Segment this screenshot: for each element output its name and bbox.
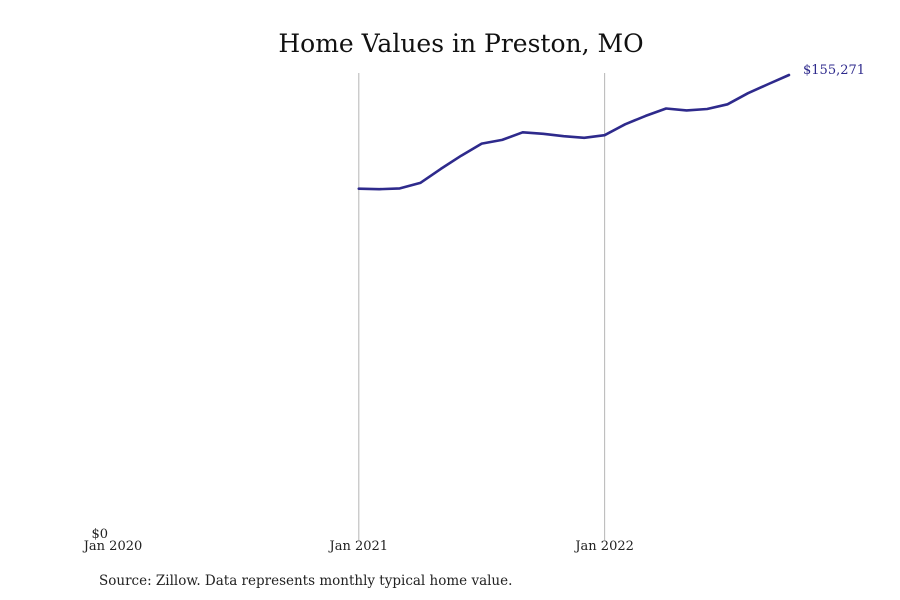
series-layer: $155,271 xyxy=(357,63,865,191)
grid-lines xyxy=(358,73,606,540)
y-tick-label: $0 xyxy=(91,527,108,542)
x-tick-label: Jan 2021 xyxy=(328,539,389,554)
series-line xyxy=(357,73,791,191)
source-note: Source: Zillow. Data represents monthly … xyxy=(99,573,512,589)
chart-title: Home Values in Preston, MO xyxy=(278,29,643,58)
x-tick-label: Jan 2022 xyxy=(573,539,634,554)
x-tick-label: Jan 2020 xyxy=(82,539,143,554)
end-value-label: $155,271 xyxy=(803,63,865,78)
axis-ticks: Jan 2020 Jan 2021 Jan 2022 $0 xyxy=(82,527,634,554)
